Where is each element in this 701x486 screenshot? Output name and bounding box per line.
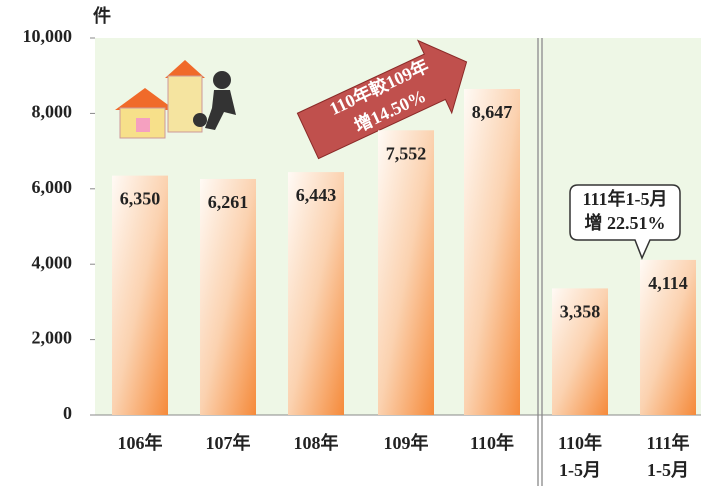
y-tick-label: 6,000	[32, 177, 73, 197]
bar	[378, 130, 434, 415]
y-tick-label: 4,000	[32, 252, 73, 272]
x-tick-label: 108年	[294, 432, 339, 453]
y-tick-label: 0	[63, 403, 72, 423]
data-label: 4,114	[648, 273, 688, 293]
bar	[288, 172, 344, 415]
x-tick-label: 110年	[470, 432, 514, 453]
bar	[464, 89, 520, 415]
x-tick-label: 107年	[206, 432, 251, 453]
y-tick-label: 10,000	[23, 26, 73, 46]
data-label: 6,350	[120, 189, 161, 209]
chart: 件 110年較109年增14.50% 02,0004,0006,0008,000…	[0, 0, 701, 486]
y-tick-label: 2,000	[32, 328, 73, 348]
y-unit: 件	[93, 5, 111, 26]
x-tick-label: 109年	[384, 432, 429, 453]
y-tick-label: 8,000	[32, 102, 73, 122]
data-label: 6,443	[296, 185, 337, 205]
bar	[200, 179, 256, 415]
data-label: 3,358	[560, 302, 601, 322]
bar	[112, 176, 168, 415]
data-label: 8,647	[472, 102, 513, 122]
data-label: 7,552	[386, 143, 427, 163]
x-tick-label: 106年	[118, 432, 163, 453]
data-label: 6,261	[208, 192, 249, 212]
